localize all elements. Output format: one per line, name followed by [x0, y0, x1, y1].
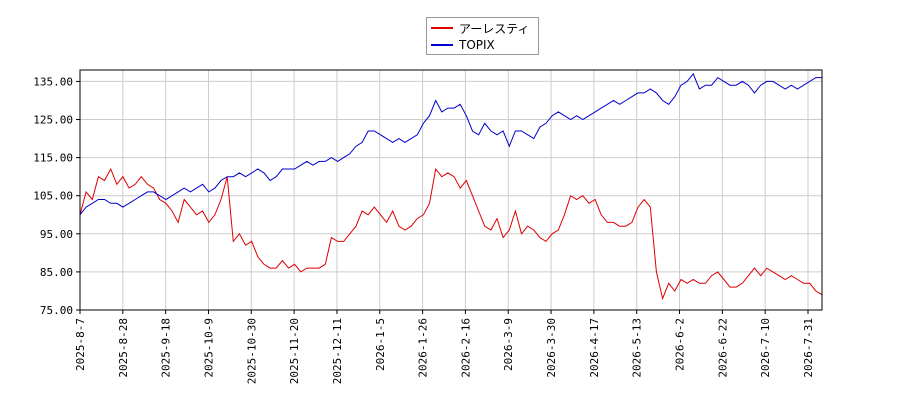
- x-tick-label: 2026-6-2: [674, 318, 687, 371]
- series-lines: [79, 72, 823, 301]
- y-axis-ticks: 75.00 85.00 95.00 105.00 115.00 125.00 135.00: [33, 75, 80, 317]
- y-tick-label: 85.00: [40, 266, 73, 279]
- grid: [79, 70, 822, 311]
- legend-swatch-series-1: [431, 27, 453, 29]
- x-tick-label: 2026-1-26: [417, 318, 430, 378]
- x-tick-label: 2025-8-7: [74, 318, 87, 371]
- x-axis-ticks: 2025-8-7 2025-8-28 2025-9-18 2025-10-9 2025-…: [74, 310, 815, 384]
- x-tick-label: 2026-3-9: [502, 318, 515, 371]
- x-tick-label: 2025-10-30: [245, 318, 258, 384]
- x-tick-label: 2026-5-13: [631, 318, 644, 378]
- series-line-1: [79, 167, 823, 301]
- legend: アーレスティ TOPIX: [426, 17, 539, 55]
- x-tick-label: 2025-10-9: [202, 318, 215, 378]
- x-tick-label: 2026-6-22: [716, 318, 729, 378]
- x-tick-label: 2026-7-31: [802, 318, 815, 378]
- x-tick-label: 2025-12-11: [331, 318, 344, 384]
- legend-item-series-1: アーレスティ: [431, 20, 530, 36]
- y-tick-label: 125.00: [33, 114, 73, 127]
- y-tick-label: 75.00: [40, 304, 73, 317]
- y-tick-label: 115.00: [33, 152, 73, 165]
- x-tick-label: 2026-1-5: [374, 318, 387, 371]
- x-tick-label: 2026-3-30: [545, 318, 558, 378]
- y-tick-label: 105.00: [33, 190, 73, 203]
- legend-swatch-series-2: [431, 44, 453, 46]
- y-tick-label: 135.00: [33, 75, 73, 88]
- legend-label-series-2: TOPIX: [459, 38, 495, 52]
- series-line-2: [79, 72, 822, 216]
- x-tick-label: 2025-11-20: [288, 318, 301, 384]
- legend-item-series-2: TOPIX: [431, 37, 495, 53]
- legend-label-series-1: アーレスティ: [459, 21, 530, 36]
- x-tick-label: 2025-9-18: [160, 318, 173, 378]
- y-tick-label: 95.00: [40, 228, 73, 241]
- x-tick-label: 2025-8-28: [117, 318, 130, 378]
- plot-frame: [79, 69, 823, 311]
- x-tick-label: 2026-4-17: [588, 318, 601, 378]
- x-tick-label: 2026-7-10: [759, 318, 772, 378]
- x-tick-label: 2026-2-16: [459, 318, 472, 378]
